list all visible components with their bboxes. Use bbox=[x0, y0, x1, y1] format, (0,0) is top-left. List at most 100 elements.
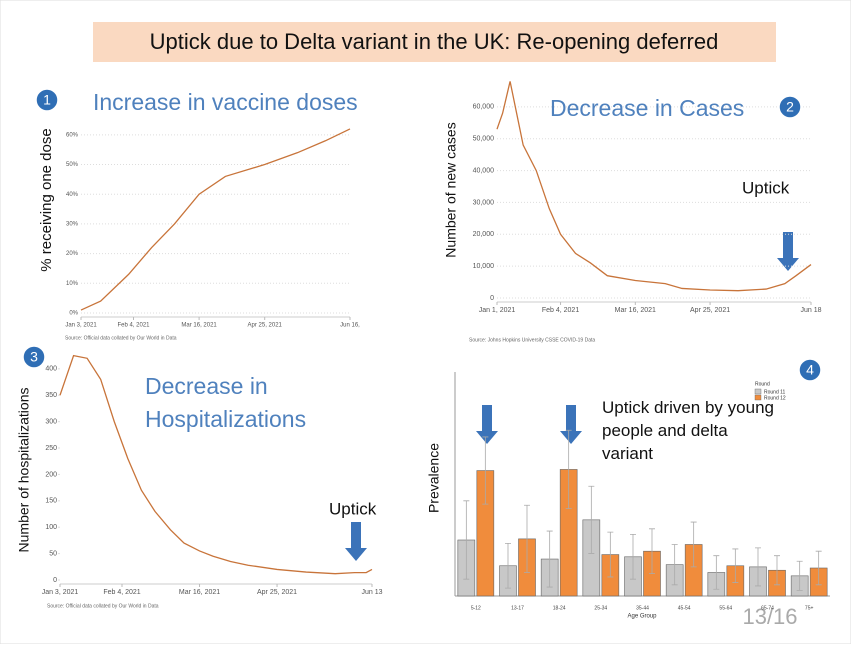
x-tick-label: 45-54 bbox=[678, 605, 691, 611]
x-tick-label: Apr 25, 2021 bbox=[248, 323, 283, 329]
badge-number: 3 bbox=[30, 349, 38, 365]
x-tick-label: 65-74 bbox=[761, 605, 774, 611]
error-bar bbox=[755, 547, 761, 587]
y-tick-label: 150 bbox=[45, 498, 57, 505]
error-bar bbox=[482, 436, 489, 505]
badge bbox=[778, 95, 802, 119]
error-bar bbox=[774, 555, 780, 586]
error-bar bbox=[565, 429, 572, 510]
arrow bbox=[777, 232, 799, 271]
x-tick-label: Jun 18 bbox=[800, 307, 821, 314]
arrow bbox=[476, 405, 498, 444]
x-tick-label: Jun 16, bbox=[340, 323, 360, 329]
x-axis-label: Age Group bbox=[627, 614, 657, 620]
source: Source: Johns Hopkins University CSSE CO… bbox=[469, 337, 595, 343]
page-number: 13/16 bbox=[742, 604, 797, 629]
y-tick-label: 0 bbox=[53, 577, 57, 584]
error-bar bbox=[505, 542, 511, 589]
error-bar bbox=[607, 531, 614, 578]
error-bar bbox=[732, 548, 739, 583]
x-tick-label: Feb 4, 2021 bbox=[103, 589, 140, 596]
badge-number: 2 bbox=[786, 99, 794, 115]
y-tick-label: 400 bbox=[45, 366, 57, 373]
x-tick-label: 5-12 bbox=[471, 605, 481, 611]
annotation: Uptick driven by young people and delta … bbox=[602, 398, 774, 463]
error-bar bbox=[630, 534, 636, 580]
x-tick-label: 55-64 bbox=[719, 605, 732, 611]
x-tick-label: Mar 16, 2021 bbox=[179, 589, 220, 596]
y-axis-label: % receiving one dose bbox=[38, 128, 55, 271]
badge-number: 4 bbox=[806, 362, 814, 378]
legend-label: Round 12 bbox=[764, 395, 786, 401]
y-tick-label: 350 bbox=[45, 392, 57, 399]
y-axis-label: Number of hospitalizations bbox=[16, 388, 32, 553]
error-bar bbox=[713, 555, 720, 590]
chart-title: Decrease in Cases bbox=[550, 95, 744, 121]
slide-title: Uptick due to Delta variant in the UK: R… bbox=[150, 29, 719, 54]
y-tick-label: 30,000 bbox=[473, 199, 495, 206]
badge bbox=[35, 88, 59, 112]
y-tick-label: 60,000 bbox=[473, 104, 495, 111]
legend-label: Round 11 bbox=[764, 389, 786, 395]
y-tick-label: 10,000 bbox=[473, 263, 495, 270]
chart-title: Increase in vaccine doses bbox=[93, 89, 358, 115]
y-tick-label: 10% bbox=[66, 281, 79, 287]
y-axis-label: Number of new cases bbox=[443, 122, 459, 257]
annotation: Uptick bbox=[329, 499, 377, 518]
y-axis-label: Prevalence bbox=[426, 443, 442, 513]
x-tick-label: Jan 1, 2021 bbox=[479, 307, 516, 314]
error-bar bbox=[546, 530, 553, 588]
x-tick-label: 35-44 bbox=[636, 605, 649, 611]
error-bar bbox=[815, 550, 822, 586]
x-tick-label: 75+ bbox=[805, 605, 814, 611]
annotation-box: Uptick driven by young people and delta … bbox=[602, 398, 774, 463]
y-tick-label: 20,000 bbox=[473, 231, 495, 238]
legend-title: Round bbox=[755, 381, 770, 387]
y-tick-label: 50,000 bbox=[473, 136, 495, 143]
data-line bbox=[496, 81, 812, 292]
error-bar bbox=[690, 521, 697, 568]
x-tick-label: Feb 4, 2021 bbox=[117, 323, 150, 329]
x-tick-label: 25-34 bbox=[594, 605, 607, 611]
chart-title: Decrease in Hospitalizations bbox=[145, 373, 307, 432]
source: Source: Official data collated by Our Wo… bbox=[65, 335, 177, 341]
title-box bbox=[93, 22, 776, 62]
badge bbox=[22, 345, 46, 369]
error-bar bbox=[796, 560, 803, 591]
y-tick-label: 30% bbox=[66, 222, 79, 228]
source: Source: Official data collated by Our Wo… bbox=[47, 603, 159, 609]
y-tick-label: 40% bbox=[66, 192, 79, 198]
y-tick-label: 200 bbox=[45, 471, 57, 478]
y-tick-label: 50% bbox=[66, 162, 79, 168]
error-bar bbox=[463, 500, 470, 580]
x-tick-label: Jun 13 bbox=[361, 589, 382, 596]
data-line bbox=[59, 354, 373, 575]
x-tick-label: Jan 3, 2021 bbox=[65, 323, 97, 329]
y-tick-label: 50 bbox=[49, 550, 57, 557]
x-tick-label: 13-17 bbox=[511, 605, 524, 611]
arrow bbox=[560, 405, 582, 444]
arrow bbox=[345, 522, 367, 561]
arrows bbox=[345, 232, 799, 561]
error-bar bbox=[649, 528, 655, 574]
y-tick-label: 250 bbox=[45, 445, 57, 452]
x-tick-label: Feb 4, 2021 bbox=[542, 307, 579, 314]
x-tick-label: Mar 16, 2021 bbox=[615, 307, 656, 314]
x-tick-label: 18-24 bbox=[553, 605, 566, 611]
y-tick-label: 0 bbox=[490, 295, 494, 302]
x-tick-label: Jan 3, 2021 bbox=[42, 589, 79, 596]
x-tick-label: Apr 25, 2021 bbox=[257, 589, 297, 596]
error-bar bbox=[588, 485, 595, 554]
badge bbox=[798, 358, 822, 382]
legend-swatch bbox=[754, 394, 762, 401]
y-tick-label: 60% bbox=[66, 132, 79, 138]
y-tick-label: 0% bbox=[69, 311, 78, 317]
badge-number: 1 bbox=[43, 92, 51, 108]
x-tick-label: Mar 16, 2021 bbox=[181, 323, 217, 329]
y-tick-label: 300 bbox=[45, 418, 57, 425]
x-tick-label: Apr 25, 2021 bbox=[690, 307, 730, 314]
chart-title-box: Decrease in Hospitalizations bbox=[145, 373, 307, 432]
